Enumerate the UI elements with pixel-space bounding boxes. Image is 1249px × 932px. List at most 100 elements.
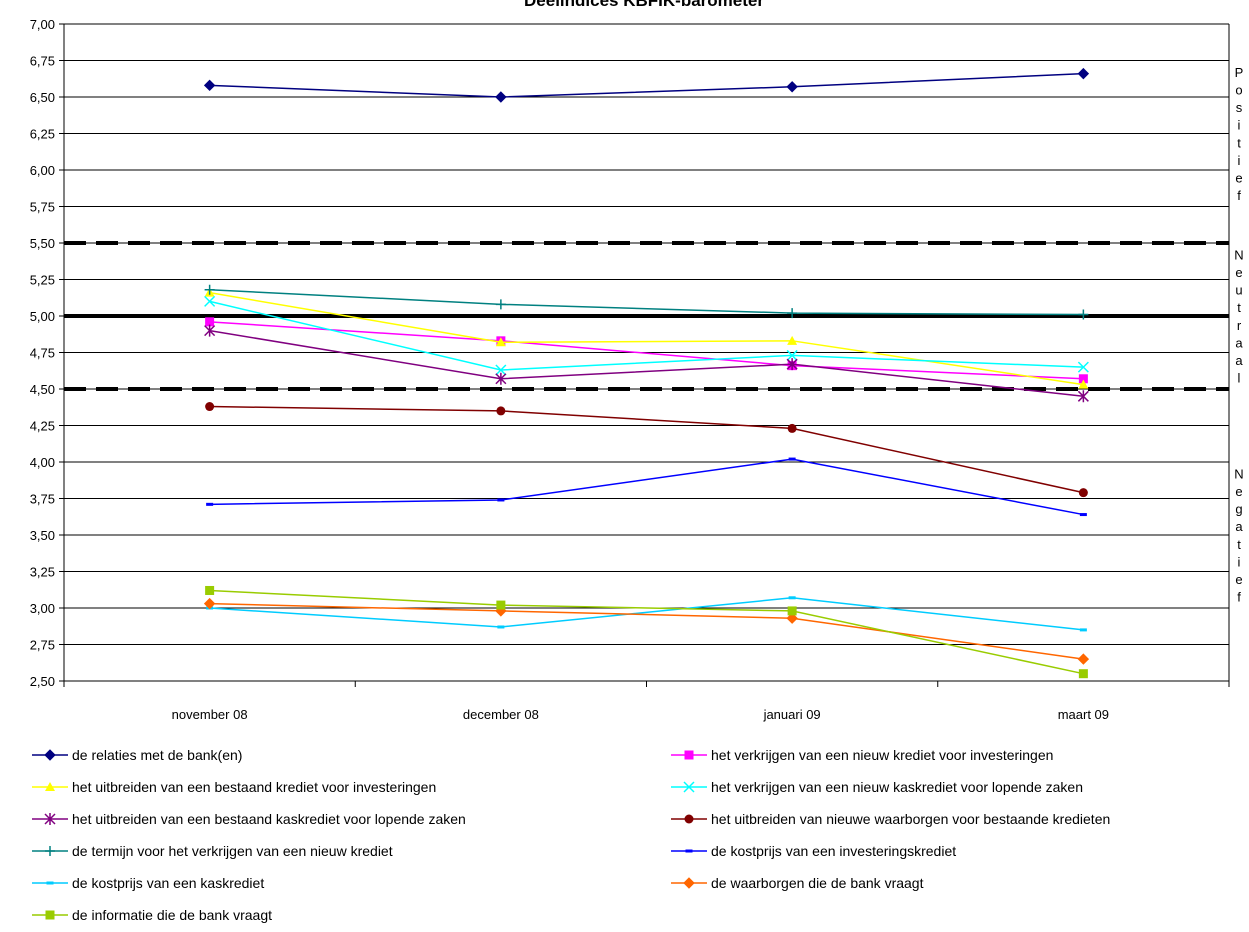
data-point-marker — [204, 284, 215, 295]
y-tick-label: 5,00 — [30, 309, 55, 324]
series-line — [209, 291, 1084, 386]
data-point-marker — [787, 423, 797, 433]
zone-label-letter: N — [1234, 247, 1243, 262]
data-point-marker — [495, 372, 507, 385]
data-point-marker — [1079, 513, 1087, 517]
data-point-marker — [786, 612, 798, 624]
legend-label: het uitbreiden van een bestaand kaskredi… — [72, 811, 466, 827]
series-line — [209, 300, 1084, 371]
series-line — [209, 72, 1084, 98]
series-lines — [203, 67, 1090, 679]
legend-label: de kostprijs van een kaskrediet — [72, 875, 264, 891]
data-point-marker — [683, 781, 695, 793]
y-tick-label: 6,75 — [30, 54, 55, 69]
series-line — [209, 597, 1084, 631]
y-tick-label: 2,75 — [30, 638, 55, 653]
zone-label-letter: o — [1235, 83, 1242, 98]
zone-label-letter: a — [1235, 335, 1243, 350]
x-axis-ticks: november 08 december 08 januari 09 maart 09 — [63, 681, 1230, 722]
legend-item: het verkrijgen van een nieuw krediet voo… — [671, 747, 1053, 763]
legend-item: het uitbreiden van een bestaand kaskredi… — [32, 811, 466, 827]
data-point-marker — [1078, 379, 1089, 389]
zone-label-letter: e — [1235, 171, 1242, 186]
legend-label: het uitbreiden van een bestaand krediet … — [72, 779, 436, 795]
data-point-marker — [788, 457, 796, 461]
legend-label: de kostprijs van een investeringskrediet — [711, 843, 956, 859]
chart-title: Deelindices KBFIK-barometer — [524, 0, 764, 10]
data-point-marker — [1079, 628, 1087, 632]
data-point-marker — [684, 814, 694, 824]
series-line — [209, 288, 1084, 316]
zone-label-letter: r — [1237, 318, 1242, 333]
data-point-marker — [496, 600, 506, 610]
x-tick-label: januari 09 — [763, 707, 821, 722]
y-tick-label: 3,25 — [30, 565, 55, 580]
legend-label: de relaties met de bank(en) — [72, 747, 242, 763]
zone-label-letter: s — [1236, 100, 1243, 115]
data-point-marker — [46, 881, 54, 885]
series-line — [209, 458, 1084, 516]
data-point-marker — [205, 402, 215, 412]
legend-label: het verkrijgen van een nieuw krediet voo… — [711, 747, 1053, 763]
y-tick-label: 5,75 — [30, 200, 55, 215]
zone-label-letter: u — [1235, 283, 1242, 298]
data-point-marker — [786, 358, 798, 371]
data-point-marker — [1078, 309, 1089, 320]
zone-label-letter: P — [1235, 65, 1244, 80]
zone-label-letter: e — [1235, 265, 1242, 280]
zone-label-letter: g — [1235, 502, 1242, 517]
data-point-marker — [45, 910, 55, 920]
data-point-marker — [203, 597, 216, 610]
data-point-marker — [786, 81, 798, 93]
series — [206, 457, 1087, 517]
y-tick-label: 6,00 — [30, 163, 55, 178]
y-tick-label: 7,00 — [30, 17, 55, 32]
legend-item: het uitbreiden van een bestaand krediet … — [32, 779, 436, 795]
legend-item: de informatie die de bank vraagt — [32, 907, 272, 923]
series-line — [209, 405, 1084, 494]
y-tick-label: 4,75 — [30, 346, 55, 361]
data-point-marker — [45, 782, 55, 791]
zone-label-letter: t — [1237, 300, 1241, 315]
legend-item: de relaties met de bank(en) — [32, 747, 242, 763]
data-point-marker — [495, 337, 506, 347]
legend-item: de kostprijs van een kaskrediet — [32, 875, 264, 891]
data-point-marker — [787, 308, 798, 319]
data-point-marker — [787, 335, 798, 345]
data-point-marker — [787, 606, 797, 616]
y-tick-label: 3,00 — [30, 601, 55, 616]
zone-label-letter: f — [1237, 188, 1241, 203]
data-point-marker — [204, 324, 216, 337]
data-point-marker — [205, 585, 215, 595]
series — [204, 284, 1089, 320]
zone-label-letter: t — [1237, 537, 1241, 552]
data-point-marker — [203, 79, 216, 92]
zone-label-letter: l — [1238, 371, 1241, 386]
series — [203, 67, 1090, 103]
y-axis-ticks: 2,50 2,75 3,00 3,25 3,50 3,75 4,00 4,25 4,50 4,75… — [30, 17, 64, 689]
x-tick-label: november 08 — [172, 707, 248, 722]
legend-item: het verkrijgen van een nieuw kaskrediet … — [671, 779, 1083, 795]
y-tick-label: 2,50 — [30, 674, 55, 689]
series — [205, 402, 1088, 498]
zone-label-letter: a — [1235, 353, 1243, 368]
series-line — [209, 589, 1084, 675]
legend-label: de waarborgen die de bank vraagt — [711, 875, 924, 891]
data-point-marker — [495, 91, 507, 103]
data-point-marker — [44, 749, 56, 761]
series-line — [209, 321, 1084, 380]
data-point-marker — [497, 625, 505, 629]
y-tick-label: 4,25 — [30, 419, 55, 434]
zone-label-letter: a — [1235, 519, 1243, 534]
y-tick-label: 3,75 — [30, 492, 55, 507]
legend-item: het uitbreiden van nieuwe waarborgen voo… — [671, 811, 1110, 827]
legend-item: de waarborgen die de bank vraagt — [671, 875, 924, 891]
data-point-marker — [44, 813, 56, 825]
data-point-marker — [1077, 67, 1090, 80]
data-point-marker — [495, 299, 506, 310]
y-tick-label: 5,25 — [30, 273, 55, 288]
data-point-marker — [1077, 390, 1089, 403]
x-tick-label: december 08 — [463, 707, 539, 722]
series-line — [209, 602, 1084, 660]
